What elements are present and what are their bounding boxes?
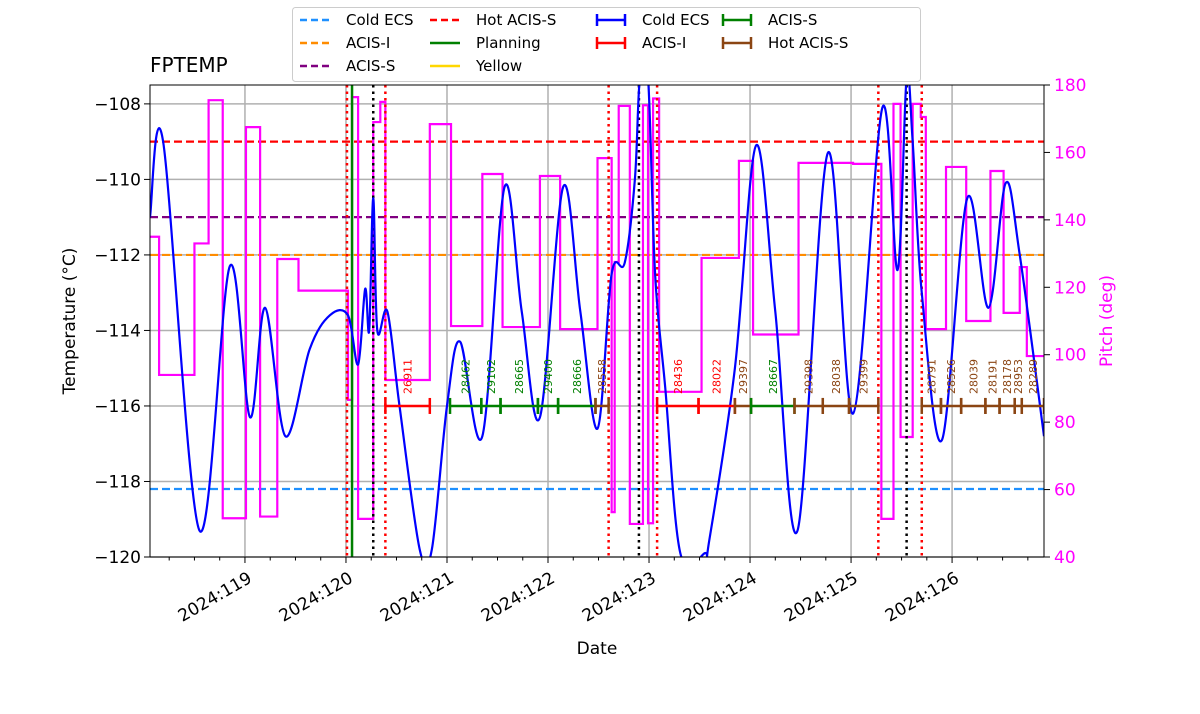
y2-tick-label: 120 — [1054, 278, 1086, 298]
obsid-label: 28667 — [767, 359, 780, 394]
obsid-label: 28289 — [1027, 359, 1040, 394]
x-tick-label: 2024:121 — [377, 568, 458, 626]
obsid-label: 28436 — [672, 359, 685, 394]
obsid-label: 28791 — [925, 359, 938, 394]
obsid-label: 28665 — [513, 359, 526, 394]
x-tick-label: 2024:125 — [781, 568, 862, 626]
y2-tick-label: 60 — [1054, 481, 1076, 501]
legend: Cold ECS ACIS-I ACIS-S Hot ACIS-S Planning Ye… — [292, 7, 921, 82]
x-axis-label: Date — [577, 639, 618, 659]
y2-tick-label: 160 — [1054, 143, 1086, 163]
temperature-line — [150, 85, 1044, 557]
obsid-label: 28039 — [967, 359, 980, 394]
obsid-label: 28462 — [460, 359, 473, 394]
y2-tick-label: 100 — [1054, 346, 1086, 366]
obsid-label: 29399 — [858, 359, 871, 394]
legend-label: Hot ACIS-S — [476, 11, 556, 29]
x-tick-label: 2024:122 — [478, 568, 559, 626]
x-tick-label: 2024:126 — [882, 568, 963, 626]
obsid-label: 28953 — [1012, 359, 1025, 394]
obsid-label: 28526 — [945, 359, 958, 394]
y2-tick-label: 40 — [1054, 548, 1076, 568]
obsid-label: 26911 — [402, 359, 415, 394]
obsid-label: 29397 — [737, 359, 750, 394]
plot-area: 26911 28462 29102 28665 29400 28666 28558 28436… — [150, 85, 1044, 557]
legend-label: Cold ECS — [642, 11, 710, 29]
y-tick-label: −112 — [94, 246, 141, 266]
obsid-label: 28558 — [596, 359, 609, 394]
obsid-label: 29400 — [542, 359, 555, 394]
legend-label: Hot ACIS-S — [768, 34, 848, 52]
legend-label: ACIS-S — [346, 57, 395, 75]
legend-label: ACIS-S — [768, 11, 817, 29]
obsid-label: 28191 — [986, 359, 999, 394]
obsid-label: 28666 — [571, 359, 584, 394]
y-tick-label: −114 — [94, 321, 141, 341]
axes-frame — [149, 84, 1045, 558]
y2-tick-label: 80 — [1054, 413, 1076, 433]
y2-tick-label: 140 — [1054, 211, 1086, 231]
y2-axis-label: Pitch (deg) — [1097, 275, 1117, 367]
y-tick-label: −110 — [94, 170, 141, 190]
y-tick-label: −116 — [94, 397, 141, 417]
pitch-line — [150, 96, 1044, 526]
legend-label: Planning — [476, 34, 541, 52]
obsid-label: 28178 — [1001, 359, 1014, 394]
legend-label: ACIS-I — [642, 34, 686, 52]
obsid-label: 28022 — [711, 359, 724, 394]
legend-label: Yellow — [475, 57, 522, 75]
obsid-label: 29102 — [485, 359, 498, 394]
y2-tick-label: 180 — [1054, 76, 1086, 96]
y-tick-label: −108 — [94, 95, 141, 115]
y-tick-label: −118 — [94, 472, 141, 492]
legend-label: Cold ECS — [346, 11, 414, 29]
y-axis-label: Temperature (°C) — [60, 248, 80, 396]
x-tick-label: 2024:123 — [579, 568, 660, 626]
obsid-label: 28038 — [830, 359, 843, 394]
y-tick-label: −120 — [94, 548, 141, 568]
legend-box — [292, 7, 921, 82]
chart-title: FPTEMP — [150, 53, 228, 77]
legend-label: ACIS-I — [346, 34, 390, 52]
obsid-label: 29398 — [803, 359, 816, 394]
x-tick-label: 2024:124 — [680, 568, 761, 626]
x-tick-label: 2024:120 — [276, 568, 357, 626]
x-tick-label: 2024:119 — [175, 568, 256, 626]
